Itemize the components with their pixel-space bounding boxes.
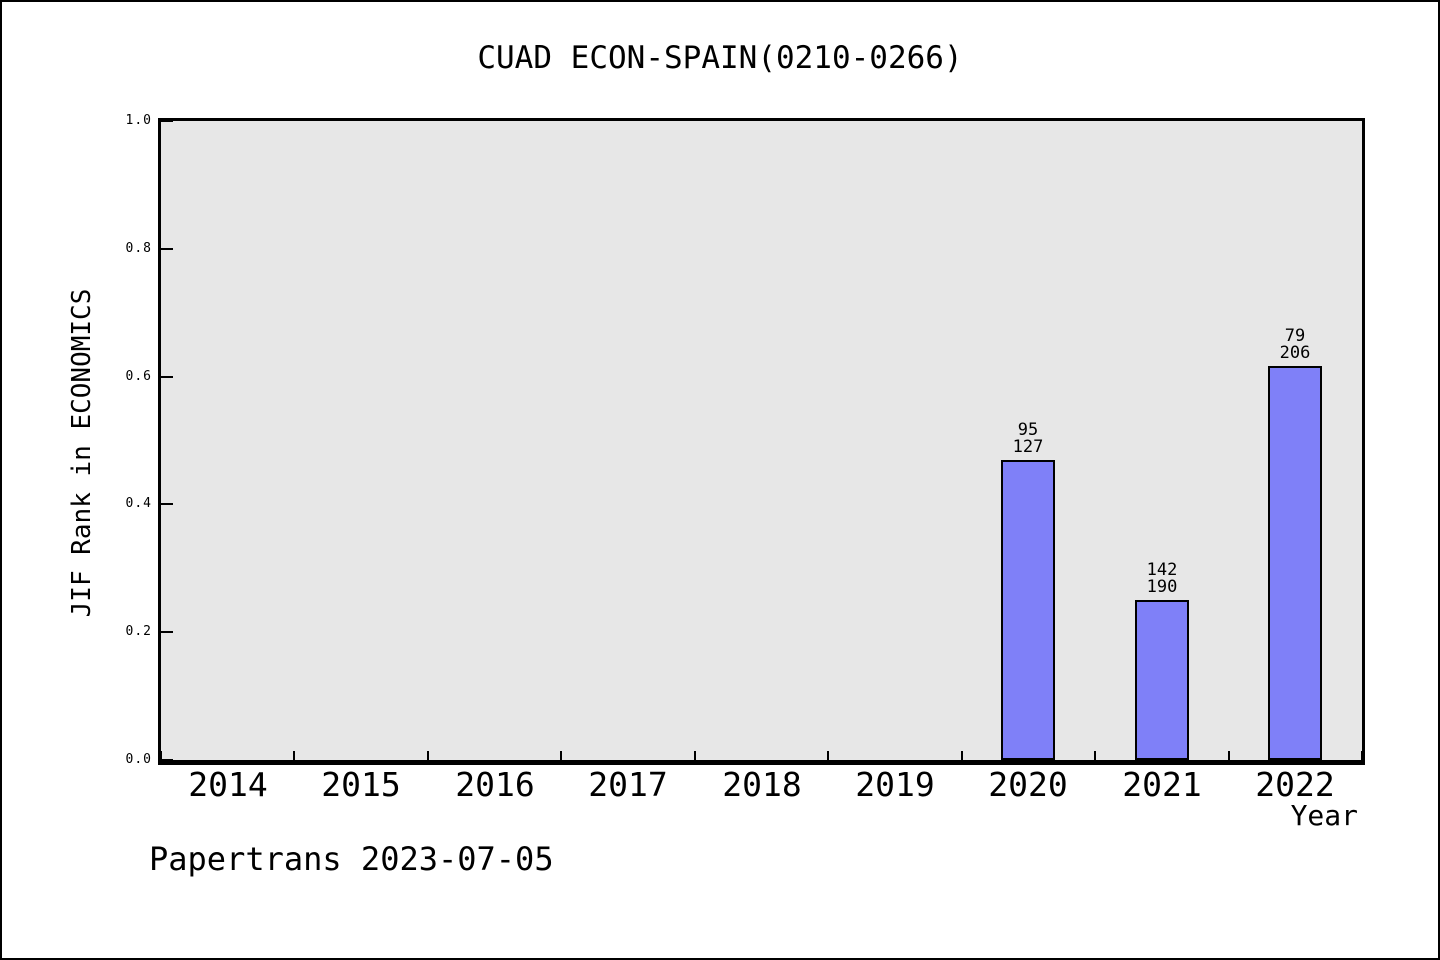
bar [1268,366,1322,760]
y-tick-mark [161,376,173,378]
y-tick-label: 0.6 [125,369,152,384]
y-tick-label: 0.8 [125,241,152,256]
x-tick-mark [160,751,162,760]
bar-value-label: 79 206 [1235,328,1355,362]
x-tick-mark [1094,751,1096,760]
x-tick-label: 2015 [321,765,401,804]
y-tick-label: 0.4 [125,496,152,511]
footer-watermark: Papertrans 2023-07-05 [149,840,554,878]
y-tick-mark [161,759,173,761]
x-tick-mark [1228,751,1230,760]
bar-label-total: 190 [1146,577,1178,597]
x-tick-label: 2018 [722,765,802,804]
y-tick-mark [161,120,173,122]
x-tick-mark [427,751,429,760]
x-tick-mark [961,751,963,760]
x-tick-label: 2020 [988,765,1068,804]
x-tick-label: 2019 [855,765,935,804]
y-tick-mark [161,248,173,250]
bar-label-rank: 95 [1017,420,1039,440]
y-tick-label: 0.2 [125,624,152,639]
chart-title: CUAD ECON-SPAIN(0210-0266) [477,40,963,76]
x-tick-label: 2014 [188,765,268,804]
y-axis-label: JIF Rank in ECONOMICS [67,288,97,618]
bar-label-rank: 79 [1284,326,1306,346]
y-tick-label: 0.0 [125,752,152,767]
x-tick-mark [560,751,562,760]
x-tick-label: 2021 [1122,765,1202,804]
bar-label-rank: 142 [1146,560,1178,580]
x-tick-mark [694,751,696,760]
bar-value-label: 142 190 [1102,562,1222,596]
y-tick-mark [161,503,173,505]
x-tick-label: 2017 [588,765,668,804]
plot-area: 0.0 0.2 0.4 0.6 0.8 1.0 95 127 142 190 79 206 [126,113,1365,767]
x-tick-mark [827,751,829,760]
y-tick-mark [161,631,173,633]
bar [1135,600,1189,760]
bar-label-total: 127 [1012,437,1044,457]
bar-value-label: 95 127 [968,422,1088,456]
x-tick-mark [1361,751,1363,760]
x-axis-label: Year [1290,799,1358,832]
x-tick-label: 2022 [1255,765,1335,804]
y-tick-label: 1.0 [125,113,152,128]
bar [1001,460,1055,760]
x-tick-mark [293,751,295,760]
bar-label-total: 206 [1279,343,1311,363]
x-tick-label: 2016 [455,765,535,804]
